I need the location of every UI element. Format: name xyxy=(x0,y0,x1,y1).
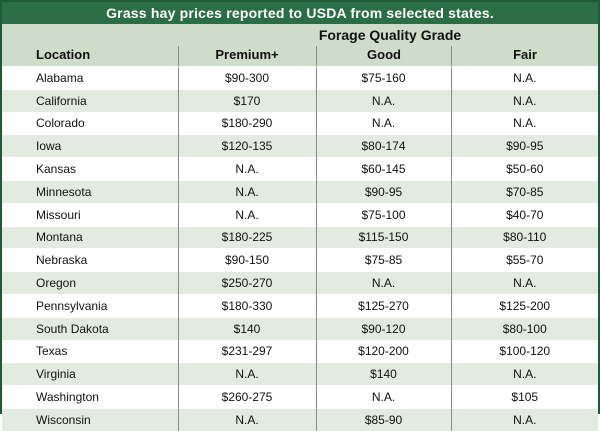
premium-price-cell: N.A. xyxy=(177,157,316,181)
location-cell: Missouri xyxy=(2,202,178,227)
premium-price-cell: $180-290 xyxy=(177,111,316,135)
fair-price-cell: N.A. xyxy=(450,362,598,386)
table-row: Pennsylvania $180-330 $125-270 $125-200 xyxy=(2,293,598,318)
table-row: Montana $180-225 $115-150 $80-110 xyxy=(2,225,598,249)
column-divider xyxy=(451,46,452,66)
location-cell: Nebraska xyxy=(2,248,178,272)
location-cell: California xyxy=(2,88,178,113)
good-price-cell: $120-200 xyxy=(315,339,451,363)
fair-price-cell: $50-60 xyxy=(450,157,598,181)
table-row: Colorado $180-290 N.A. N.A. xyxy=(2,111,598,135)
table-row: Missouri N.A. $75-100 $40-70 xyxy=(2,202,598,227)
fair-price-cell: $105 xyxy=(450,385,598,409)
price-table: Alabama $90-300 $75-160 N.A. California $170 N… xyxy=(2,66,598,431)
good-price-cell: $85-90 xyxy=(315,407,451,431)
location-cell: Minnesota xyxy=(2,179,178,204)
location-cell: South Dakota xyxy=(2,316,178,341)
group-header: Forage Quality Grade xyxy=(318,27,462,43)
premium-price-cell: N.A. xyxy=(177,362,316,386)
location-cell: Pennsylvania xyxy=(2,293,178,318)
good-price-cell: $125-270 xyxy=(315,293,451,318)
column-header-good: Good xyxy=(367,47,401,62)
good-price-cell: N.A. xyxy=(315,88,451,113)
column-header-premium: Premium+ xyxy=(215,47,279,62)
fair-price-cell: N.A. xyxy=(450,407,598,431)
table-row: South Dakota $140 $90-120 $80-100 xyxy=(2,316,598,341)
good-price-cell: $60-145 xyxy=(315,157,451,181)
premium-price-cell: N.A. xyxy=(177,202,316,227)
fair-price-cell: N.A. xyxy=(450,271,598,295)
location-cell: Iowa xyxy=(2,134,178,158)
header-band xyxy=(2,24,598,66)
table-body: Alabama $90-300 $75-160 N.A. California $170 N… xyxy=(2,66,598,431)
fair-price-cell: N.A. xyxy=(450,66,598,90)
table-row: Wisconsin N.A. $85-90 N.A. xyxy=(2,407,598,431)
premium-price-cell: $170 xyxy=(177,88,316,113)
good-price-cell: $75-100 xyxy=(315,202,451,227)
fair-price-cell: $80-110 xyxy=(450,225,598,249)
fair-price-cell: N.A. xyxy=(450,111,598,135)
premium-price-cell: $90-150 xyxy=(177,248,316,272)
location-cell: Texas xyxy=(2,339,178,363)
fair-price-cell: $90-95 xyxy=(450,134,598,158)
fair-price-cell: $40-70 xyxy=(450,202,598,227)
table-row: Iowa $120-135 $80-174 $90-95 xyxy=(2,134,598,158)
table-row: Kansas N.A. $60-145 $50-60 xyxy=(2,157,598,181)
column-divider xyxy=(316,46,317,66)
good-price-cell: N.A. xyxy=(315,111,451,135)
location-cell: Kansas xyxy=(2,157,178,181)
good-price-cell: $115-150 xyxy=(315,225,451,249)
location-cell: Montana xyxy=(2,225,178,249)
premium-price-cell: $231-297 xyxy=(177,339,316,363)
premium-price-cell: $250-270 xyxy=(177,271,316,295)
table-row: Texas $231-297 $120-200 $100-120 xyxy=(2,339,598,363)
premium-price-cell: $140 xyxy=(177,316,316,341)
location-cell: Wisconsin xyxy=(2,407,178,431)
premium-price-cell: $180-225 xyxy=(177,225,316,249)
column-header-fair: Fair xyxy=(513,47,537,62)
good-price-cell: $140 xyxy=(315,362,451,386)
fair-price-cell: $100-120 xyxy=(450,339,598,363)
premium-price-cell: $260-275 xyxy=(177,385,316,409)
good-price-cell: $90-120 xyxy=(315,316,451,341)
fair-price-cell: $70-85 xyxy=(450,179,598,204)
premium-price-cell: N.A. xyxy=(177,407,316,431)
column-header-location: Location xyxy=(36,47,91,62)
fair-price-cell: $125-200 xyxy=(450,293,598,318)
good-price-cell: N.A. xyxy=(315,271,451,295)
location-cell: Washington xyxy=(2,385,178,409)
location-cell: Virginia xyxy=(2,362,178,386)
good-price-cell: $75-160 xyxy=(315,66,451,90)
table-row: Minnesota N.A. $90-95 $70-85 xyxy=(2,179,598,204)
premium-price-cell: $120-135 xyxy=(177,134,316,158)
premium-price-cell: $90-300 xyxy=(177,66,316,90)
good-price-cell: $80-174 xyxy=(315,134,451,158)
location-cell: Alabama xyxy=(2,66,178,90)
good-price-cell: $75-85 xyxy=(315,248,451,272)
fair-price-cell: $80-100 xyxy=(450,316,598,341)
fair-price-cell: $55-70 xyxy=(450,248,598,272)
premium-price-cell: N.A. xyxy=(177,179,316,204)
column-divider xyxy=(178,46,179,66)
location-cell: Oregon xyxy=(2,271,178,295)
good-price-cell: $90-95 xyxy=(315,179,451,204)
table-row: Nebraska $90-150 $75-85 $55-70 xyxy=(2,248,598,272)
table-row: California $170 N.A. N.A. xyxy=(2,88,598,113)
table-row: Alabama $90-300 $75-160 N.A. xyxy=(2,66,598,90)
location-cell: Colorado xyxy=(2,111,178,135)
table-title: Grass hay prices reported to USDA from s… xyxy=(2,2,598,24)
table-row: Washington $260-275 N.A. $105 xyxy=(2,385,598,409)
good-price-cell: N.A. xyxy=(315,385,451,409)
premium-price-cell: $180-330 xyxy=(177,293,316,318)
table-row: Oregon $250-270 N.A. N.A. xyxy=(2,271,598,295)
fair-price-cell: N.A. xyxy=(450,88,598,113)
table-row: Virginia N.A. $140 N.A. xyxy=(2,362,598,386)
